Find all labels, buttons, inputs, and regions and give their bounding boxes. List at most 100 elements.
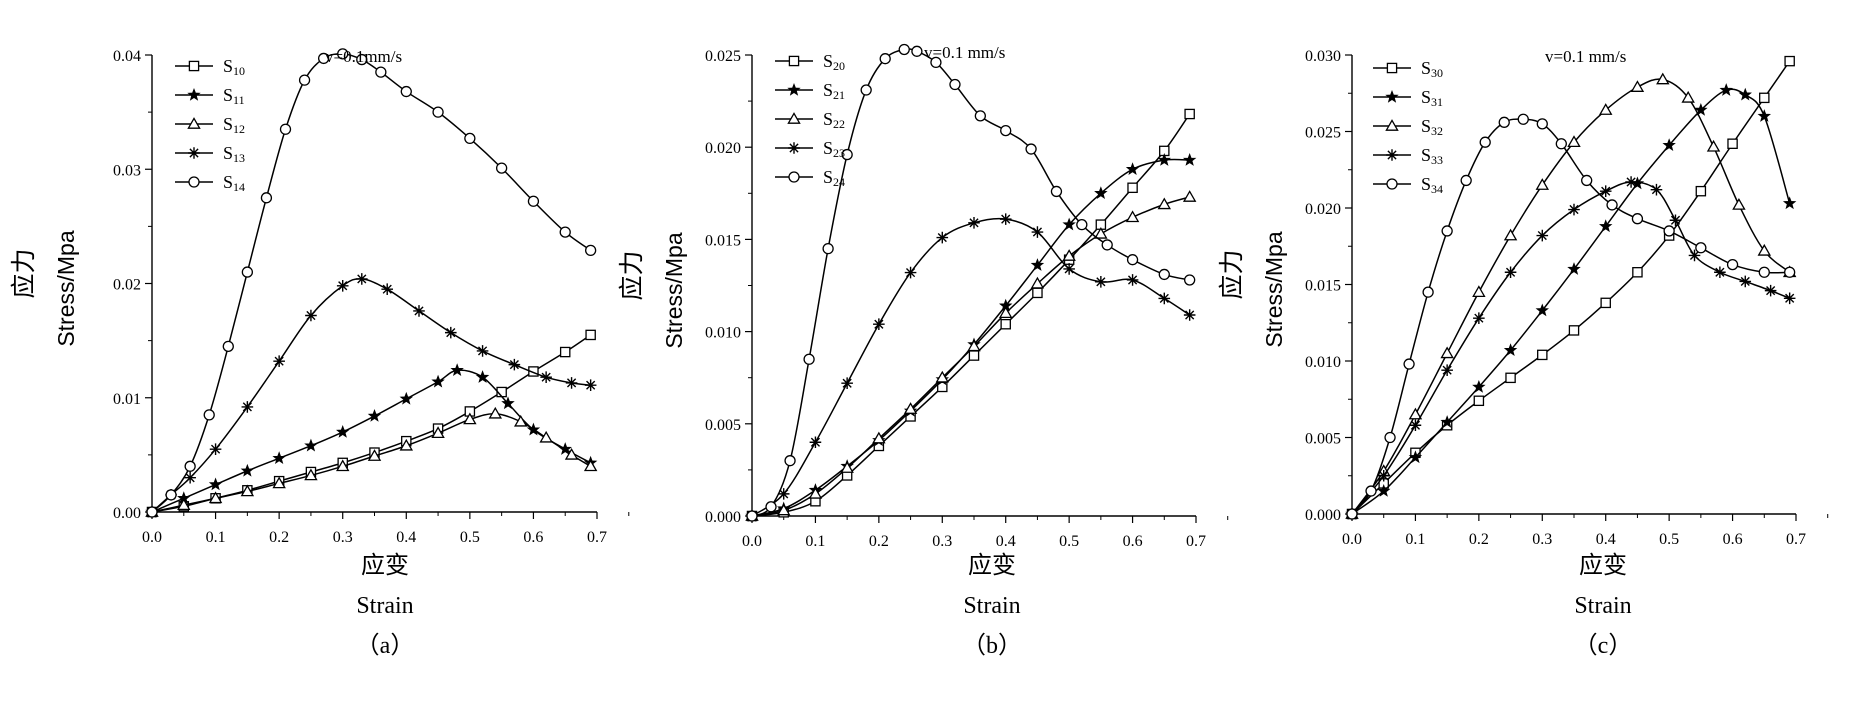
data-point-circle bbox=[1000, 124, 1012, 137]
data-point-triangle bbox=[208, 491, 223, 504]
x-axis-label-en: Strain bbox=[1574, 593, 1631, 619]
data-point-square bbox=[1727, 138, 1738, 149]
y-tick-label: 0.020 bbox=[1305, 201, 1341, 218]
data-point-circle bbox=[1126, 254, 1139, 266]
legend-item: S31 bbox=[1373, 87, 1443, 109]
y-tick-label: 0.01 bbox=[113, 391, 141, 408]
data-point-asterisk bbox=[355, 273, 368, 285]
x-tick-label: 0.4 bbox=[996, 533, 1016, 550]
panel-caption: （c） bbox=[1574, 633, 1633, 659]
legend-marker-triangle bbox=[187, 117, 201, 129]
data-point-square bbox=[1759, 92, 1770, 104]
data-point-circle bbox=[1536, 118, 1548, 130]
x-tick-label: 0.0 bbox=[1342, 531, 1362, 548]
data-point-triangle bbox=[1157, 197, 1172, 210]
y-tick-label: 0.000 bbox=[705, 509, 741, 526]
x-axis-label-cn: 应变 bbox=[361, 552, 409, 579]
data-point-circle bbox=[1441, 225, 1453, 237]
data-point-circle bbox=[822, 242, 834, 255]
data-point-circle bbox=[1346, 508, 1358, 520]
data-point-star bbox=[399, 391, 413, 405]
data-point-triangle bbox=[564, 447, 579, 460]
series-line bbox=[151, 369, 591, 513]
data-point-circle bbox=[464, 132, 476, 145]
data-point-square bbox=[1184, 108, 1195, 120]
data-point-circle bbox=[1606, 199, 1618, 211]
data-point-asterisk bbox=[1783, 292, 1796, 305]
legend-marker-circle bbox=[1386, 178, 1398, 190]
data-point-circle bbox=[784, 455, 796, 467]
data-point-circle bbox=[1581, 174, 1593, 187]
data-point-triangle bbox=[1440, 346, 1454, 359]
data-point-triangle bbox=[998, 306, 1013, 319]
series-S24 bbox=[746, 43, 1196, 522]
series-S13 bbox=[146, 273, 597, 518]
legend-marker-circle bbox=[188, 176, 200, 188]
legend: S30 S31 S32 S33 S34 bbox=[1373, 58, 1443, 196]
panel-caption: （a） bbox=[356, 633, 415, 659]
legend-item: S34 bbox=[1373, 174, 1443, 196]
data-point-star bbox=[1408, 450, 1423, 464]
data-point-triangle bbox=[1757, 243, 1772, 256]
data-point-star bbox=[1094, 186, 1108, 200]
x-tick-label: 0.4 bbox=[1596, 531, 1616, 548]
data-point-circle bbox=[1158, 268, 1170, 281]
data-point-star bbox=[501, 396, 515, 410]
series-line bbox=[751, 48, 1190, 517]
data-point-triangle bbox=[513, 414, 528, 427]
data-point-asterisk bbox=[1409, 419, 1422, 432]
data-point-circle bbox=[222, 340, 234, 352]
legend-item: S21 bbox=[775, 80, 845, 102]
legend-item: S22 bbox=[775, 109, 845, 131]
data-point-circle bbox=[584, 244, 597, 257]
legend-label: S23 bbox=[823, 138, 845, 160]
data-point-square bbox=[968, 350, 980, 361]
x-tick-label: 0.1 bbox=[206, 529, 226, 546]
y-tick-label: 0.005 bbox=[1305, 431, 1341, 448]
data-point-star bbox=[1157, 153, 1171, 166]
data-point-star bbox=[1782, 196, 1797, 210]
data-point-asterisk bbox=[1183, 309, 1196, 321]
data-point-triangle bbox=[1094, 226, 1108, 239]
data-point-asterisk bbox=[1669, 214, 1682, 227]
data-point-asterisk bbox=[1473, 312, 1485, 324]
legend-label: S34 bbox=[1421, 174, 1443, 196]
data-point-circle bbox=[203, 409, 215, 421]
legend-item: S11 bbox=[175, 85, 245, 107]
data-point-circle bbox=[746, 510, 758, 522]
data-point-circle bbox=[1460, 174, 1472, 187]
data-point-star bbox=[1472, 379, 1486, 393]
data-point-star bbox=[450, 363, 464, 377]
data-point-asterisk bbox=[584, 379, 597, 391]
data-point-circle bbox=[165, 489, 177, 501]
data-point-asterisk bbox=[1568, 203, 1580, 216]
data-point-asterisk bbox=[565, 377, 578, 389]
data-point-asterisk bbox=[1536, 229, 1549, 242]
data-point-triangle bbox=[1630, 80, 1645, 92]
data-point-star bbox=[1757, 109, 1771, 122]
data-point-triangle bbox=[399, 438, 414, 451]
legend-item: S33 bbox=[1373, 145, 1443, 167]
data-point-square bbox=[1032, 287, 1043, 299]
legend-item: S30 bbox=[1373, 58, 1443, 80]
data-point-star bbox=[1694, 103, 1708, 116]
legend: S20 S21 S22 S23 S24 bbox=[775, 51, 845, 189]
data-point-circle bbox=[184, 460, 196, 472]
y-tick-label: 0.000 bbox=[1305, 507, 1341, 524]
data-point-triangle bbox=[1681, 90, 1695, 103]
data-point-square bbox=[1000, 318, 1011, 330]
legend-marker-square bbox=[788, 55, 800, 67]
data-point-circle bbox=[1631, 213, 1644, 225]
legend-marker-star bbox=[787, 82, 801, 96]
legend-label: S31 bbox=[1421, 87, 1443, 109]
data-point-circle bbox=[260, 192, 273, 204]
data-point-circle bbox=[1184, 274, 1196, 286]
data-point-square bbox=[1568, 325, 1580, 336]
data-point-circle bbox=[1498, 116, 1510, 128]
x-tick-label: 0.7 bbox=[587, 529, 607, 546]
data-point-asterisk bbox=[1688, 249, 1701, 262]
data-point-asterisk bbox=[1441, 364, 1453, 376]
data-point-asterisk bbox=[444, 326, 457, 339]
data-point-circle bbox=[879, 53, 891, 65]
